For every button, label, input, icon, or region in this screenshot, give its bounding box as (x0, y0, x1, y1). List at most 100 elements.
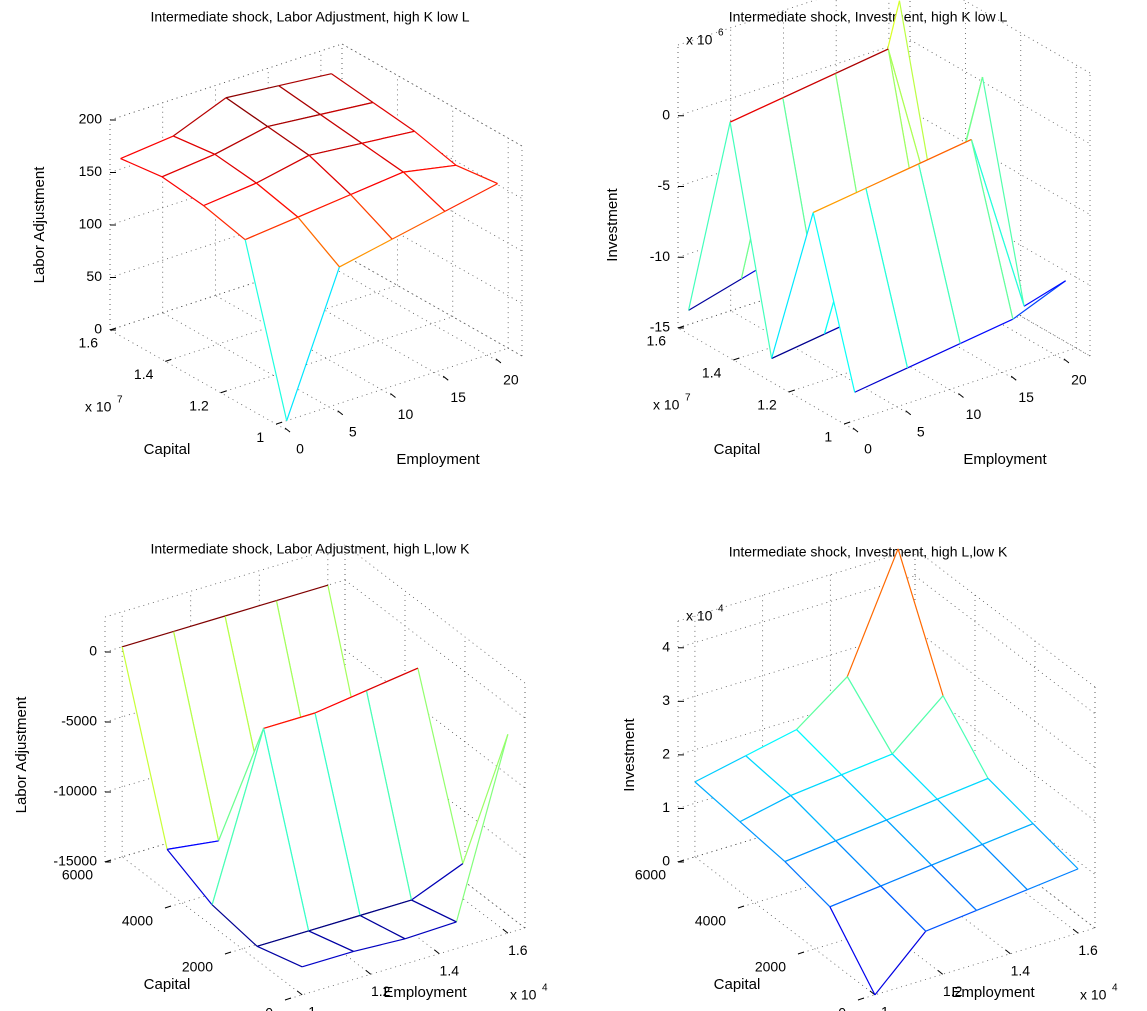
mesh-edge (263, 712, 316, 730)
mesh-edge (218, 728, 265, 842)
x-tick (284, 427, 291, 433)
y-tick-label: 0 (265, 1005, 273, 1011)
axis-multiplier: x 10 (653, 397, 680, 413)
y-tick-label: 2000 (182, 959, 213, 975)
mesh-edge (319, 114, 363, 144)
mesh-edge (350, 194, 393, 240)
mesh-edge (173, 135, 216, 155)
mesh-edge (982, 823, 1034, 846)
mesh-edge (729, 97, 784, 123)
mesh-edge (880, 885, 927, 932)
mesh-face (173, 97, 268, 155)
y-tick (165, 358, 172, 362)
mesh-edge (790, 795, 837, 842)
mesh-edge (402, 171, 446, 212)
mesh-edge (121, 630, 174, 648)
grid-line (109, 253, 343, 331)
mesh-edge (771, 212, 814, 359)
grid-line (276, 347, 509, 425)
mesh-edge (835, 840, 882, 887)
y-tick-label: 4000 (122, 913, 153, 929)
mesh-edge (784, 861, 831, 908)
mesh-edge (366, 667, 419, 692)
mesh-edge (874, 930, 927, 996)
y-tick-label: 1.4 (134, 366, 154, 382)
y-tick (843, 421, 851, 425)
mesh-edge (121, 646, 168, 850)
mesh-edge (694, 781, 741, 823)
y-tick (797, 951, 805, 955)
mesh-edge (829, 906, 876, 996)
mesh-edge (907, 343, 961, 369)
mesh-edge (214, 153, 257, 184)
mesh-edge (981, 844, 1028, 891)
y-axis-label: Capital (714, 976, 761, 993)
axis-multiplier-exponent: 4 (542, 983, 548, 994)
x-tick (296, 990, 303, 996)
mesh-edge (796, 676, 848, 731)
mesh-edge (391, 210, 446, 240)
x-tick-label: 20 (503, 372, 519, 388)
x-tick-label: 1.4 (1011, 962, 1031, 978)
mesh-edge (865, 188, 909, 369)
mesh-edge (790, 774, 842, 797)
mesh-face (841, 754, 938, 821)
mesh-edge (120, 157, 163, 178)
y-tick-label: 1 (824, 429, 832, 445)
mesh-edge (297, 194, 351, 218)
mesh-edge (161, 153, 216, 178)
mesh-edge (829, 885, 881, 908)
y-tick-label: 6000 (635, 867, 666, 883)
mesh-edge (308, 930, 354, 952)
mesh-face (694, 755, 791, 822)
axis-multiplier: x 10 (686, 32, 713, 48)
mesh-edge (455, 734, 509, 923)
mesh-edge (846, 676, 893, 755)
mesh-edge (244, 216, 299, 241)
z-tick-label: 1 (662, 799, 670, 815)
grid-line (284, 927, 526, 1001)
mesh-edge (835, 48, 889, 74)
mesh-edge (308, 154, 352, 196)
mesh-face (361, 131, 457, 173)
mesh-edge (308, 142, 362, 156)
x-tick-label: 10 (398, 406, 414, 422)
y-tick-label: 1.6 (79, 335, 99, 351)
box-edge (677, 0, 817, 46)
mesh-face (320, 102, 415, 144)
mesh-edge (267, 113, 321, 128)
x-tick (337, 410, 344, 416)
mesh-edge (359, 914, 406, 940)
mesh-edge (173, 615, 226, 633)
mesh-edge (925, 909, 977, 932)
mesh-edge (225, 97, 268, 128)
x-tick (937, 969, 943, 975)
z-tick-label: 0 (94, 321, 102, 337)
mesh-face (257, 930, 354, 967)
mesh-edge (444, 183, 498, 212)
x-tick-label: 1 (308, 1004, 316, 1011)
mesh-edge (782, 72, 836, 99)
mesh-edge (244, 239, 288, 421)
box-edge (914, 548, 1096, 688)
mesh-edge (308, 914, 361, 932)
z-tick-label: 4 (662, 638, 670, 654)
y-axis-label: Capital (714, 441, 761, 458)
mesh-edge (959, 318, 1014, 345)
x-axis-label: Employment (396, 451, 480, 468)
x-tick-label: 1.6 (508, 942, 528, 958)
mesh-face (297, 194, 393, 267)
x-tick (390, 393, 396, 398)
mesh-edge (891, 695, 944, 755)
z-tick-label: -10000 (53, 783, 97, 799)
y-tick-label: 1.2 (757, 397, 777, 413)
x-tick-label: 1.4 (440, 962, 460, 978)
mesh-edge (320, 101, 374, 116)
mesh-face (829, 886, 926, 995)
axis-multiplier: x 10 (85, 399, 112, 415)
grid-line (677, 251, 911, 329)
x-tick (852, 427, 859, 433)
mesh-edge (796, 729, 842, 776)
axis-multiplier-exponent: 7 (685, 393, 691, 404)
